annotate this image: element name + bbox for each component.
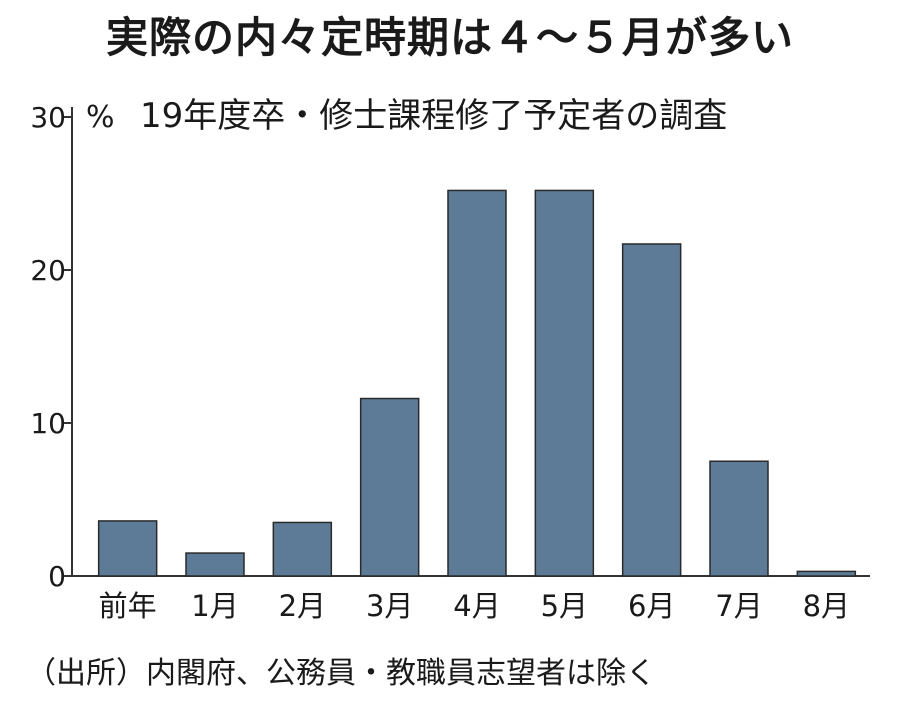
- source-note: （出所）内閣府、公務員・教職員志望者は除く: [26, 656, 656, 691]
- x-category-label: 3月: [366, 589, 413, 623]
- x-category-label: 7月: [715, 589, 762, 623]
- bar: [621, 243, 682, 577]
- bar: [709, 460, 769, 577]
- chart-subtitle: 19年度卒・修士課程修了予定者の調査: [140, 96, 728, 136]
- bar: [359, 397, 420, 577]
- bar: [272, 521, 333, 577]
- x-category-label: 2月: [279, 589, 326, 623]
- y-tick-label: 20: [30, 254, 66, 287]
- bar: [447, 189, 507, 577]
- x-category-label: 4月: [453, 589, 500, 623]
- y-tick-label: 30: [30, 101, 66, 134]
- y-unit-label: %: [86, 100, 115, 135]
- bar: [796, 570, 857, 577]
- bar: [534, 189, 595, 577]
- x-category-label: 5月: [541, 589, 588, 623]
- chart-title: 実際の内々定時期は４～５月が多い: [105, 13, 794, 62]
- y-tick-label: 0: [48, 560, 66, 593]
- bar: [185, 552, 245, 577]
- x-category-label: 前年: [99, 589, 157, 623]
- y-tick-label: 10: [30, 407, 66, 440]
- x-category-label: 1月: [191, 589, 238, 623]
- x-category-label: 8月: [803, 589, 850, 623]
- x-category-label: 6月: [628, 589, 675, 623]
- bar: [97, 520, 158, 577]
